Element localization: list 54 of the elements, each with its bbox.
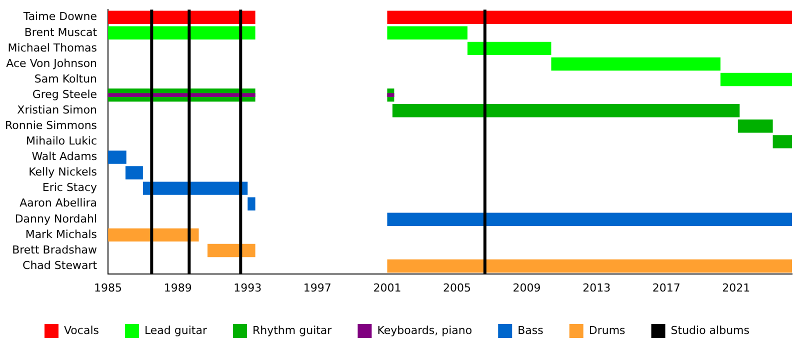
- x-tick-label: 2013: [582, 281, 611, 294]
- bar: [108, 26, 256, 40]
- bar: [772, 135, 792, 148]
- legend-label: Bass: [518, 324, 544, 337]
- legend-label: Keyboards, piano: [377, 324, 472, 337]
- y-tick-label: Brent Muscat: [24, 26, 98, 39]
- x-tick-label: 2021: [722, 281, 750, 294]
- x-tick-label: 1997: [303, 281, 332, 294]
- y-tick-label: Brett Bradshaw: [12, 243, 98, 256]
- x-tick-label: 1993: [234, 281, 262, 294]
- bar: [108, 10, 256, 24]
- bar: [551, 57, 720, 71]
- bar: [125, 166, 143, 180]
- y-tick-label: Chad Stewart: [22, 258, 98, 272]
- x-tick-label: 2005: [443, 281, 471, 294]
- x-tick-label: 1989: [164, 281, 192, 294]
- y-tick-label: Walt Adams: [32, 150, 98, 164]
- bar: [387, 259, 792, 273]
- bar: [387, 93, 394, 98]
- y-tick-label: Taime Downe: [22, 10, 98, 24]
- bar: [392, 104, 740, 118]
- y-tick-label: Xristian Simon: [17, 103, 98, 116]
- bar: [108, 150, 126, 164]
- y-tick-label: Kelly Nickels: [28, 166, 98, 179]
- legend-label: Vocals: [64, 324, 100, 337]
- bar: [387, 212, 792, 226]
- x-tick-label: 2017: [652, 281, 680, 294]
- legend-label: Drums: [588, 324, 626, 337]
- y-tick-label: Aaron Abellira: [20, 196, 98, 210]
- x-tick-label: 1985: [94, 281, 122, 294]
- bar: [720, 72, 792, 86]
- bar: [108, 93, 256, 98]
- bar: [248, 197, 256, 210]
- legend-label: Lead guitar: [144, 324, 208, 337]
- y-tick-label: Greg Steele: [32, 88, 98, 101]
- legend-label: Studio albums: [670, 324, 750, 337]
- bar: [142, 182, 248, 195]
- x-tick-label: 2001: [373, 281, 402, 294]
- x-tick-label: 2009: [512, 281, 541, 294]
- bar: [738, 120, 773, 133]
- bar: [108, 228, 199, 242]
- y-tick-label: Mark Michals: [25, 228, 98, 241]
- bar: [207, 244, 256, 258]
- y-tick-label: Michael Thomas: [8, 41, 98, 54]
- y-tick-label: Sam Koltun: [34, 72, 98, 86]
- legend-label: Rhythm guitar: [252, 324, 332, 337]
- bar: [387, 10, 792, 24]
- y-tick-label: Mihailo Lukic: [26, 134, 98, 148]
- bar: [467, 42, 552, 56]
- bar: [387, 26, 468, 40]
- y-tick-label: Danny Nordahl: [14, 212, 98, 226]
- y-tick-label: Ronnie Simmons: [5, 119, 98, 132]
- y-tick-label: Eric Stacy: [42, 181, 98, 194]
- y-tick-label: Ace Von Johnson: [6, 56, 98, 70]
